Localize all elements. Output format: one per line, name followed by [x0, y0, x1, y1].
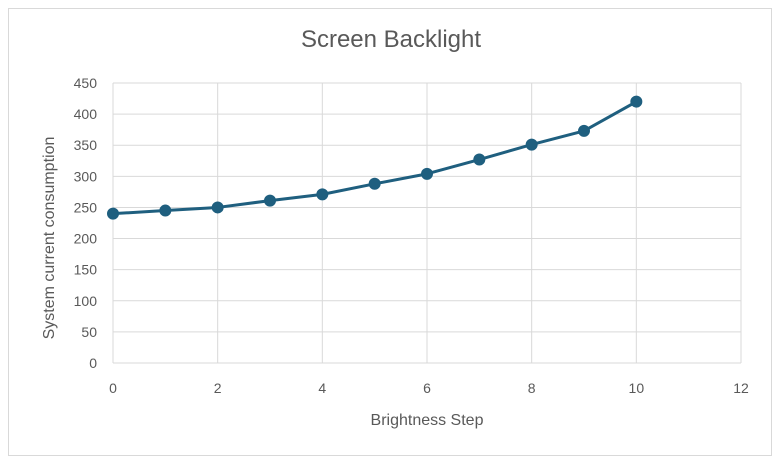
- data-point-3: [264, 194, 276, 207]
- data-point-7: [473, 153, 486, 166]
- x-tick-label-2: 4: [318, 380, 326, 396]
- y-tick-label-9: 450: [74, 75, 98, 91]
- data-point-4: [316, 188, 329, 201]
- x-tick-label-0: 0: [109, 380, 117, 396]
- y-tick-label-1: 50: [81, 324, 97, 340]
- data-point-9: [578, 124, 590, 137]
- y-tick-label-7: 350: [74, 137, 98, 153]
- data-point-1: [159, 204, 172, 217]
- y-tick-label-8: 400: [74, 106, 98, 122]
- x-tick-label-5: 10: [629, 380, 645, 396]
- data-point-2: [211, 201, 224, 214]
- data-point-8: [525, 138, 538, 151]
- tick-labels: 0 50 100 150 200 250 300 350 400 450 0 2 4 6 8 10 12: [74, 75, 749, 396]
- y-tick-label-4: 200: [74, 231, 98, 247]
- y-tick-label-2: 100: [74, 293, 98, 309]
- x-tick-label-3: 6: [423, 380, 431, 396]
- x-tick-label-6: 12: [733, 380, 749, 396]
- y-tick-label-0: 0: [89, 355, 97, 371]
- x-tick-label-1: 2: [214, 380, 222, 396]
- series-layer: [107, 95, 643, 220]
- data-point-5: [368, 177, 381, 190]
- y-tick-label-5: 250: [74, 199, 98, 215]
- y-axis-label: System current consumption: [41, 137, 58, 340]
- data-point-10: [630, 95, 643, 108]
- x-tick-label-4: 8: [528, 380, 536, 396]
- x-axis-label: Brightness Step: [371, 412, 484, 429]
- data-point-6: [421, 167, 433, 180]
- y-tick-label-6: 300: [74, 168, 98, 184]
- series-line-0: [111, 100, 638, 216]
- data-point-0: [107, 207, 119, 220]
- gridlines: [112, 82, 742, 364]
- chart-title: Screen Backlight: [301, 26, 481, 53]
- y-tick-label-3: 150: [74, 262, 98, 278]
